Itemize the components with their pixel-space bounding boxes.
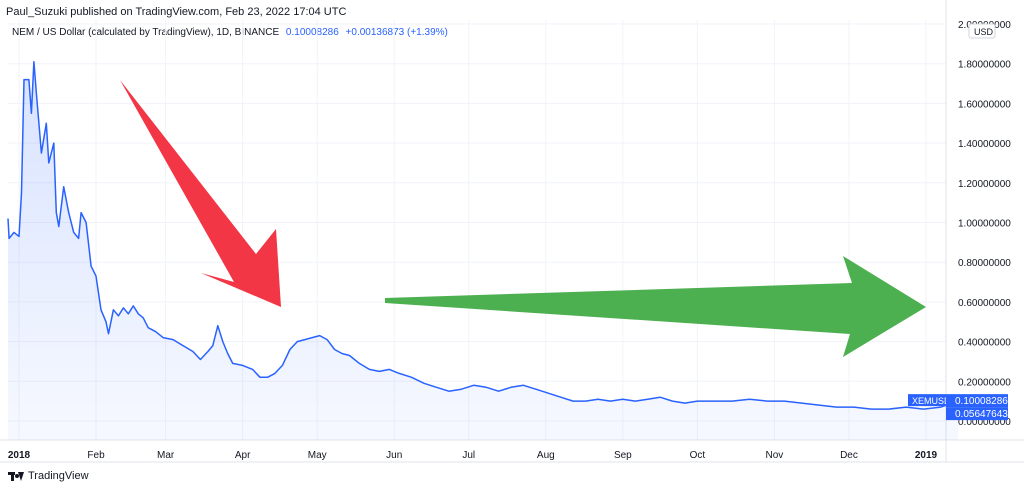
series-line bbox=[7, 60, 959, 410]
chart-legend: NEM / US Dollar (calculated by TradingVi… bbox=[12, 27, 448, 38]
price-axis: 2.000000001.800000001.600000001.40000000… bbox=[908, 20, 1011, 428]
y-tick-label: 0.00000000 bbox=[958, 417, 1011, 428]
currency-tag-box bbox=[968, 23, 996, 39]
publisher-line: Paul_Suzuki published on TradingView.com… bbox=[6, 6, 347, 18]
red-down-arrow bbox=[120, 80, 281, 307]
last-price-box bbox=[946, 394, 1008, 408]
y-tick-label: 1.60000000 bbox=[958, 99, 1011, 110]
x-tick-label: 2018 bbox=[8, 450, 31, 461]
y-tick-label: 0.20000000 bbox=[958, 377, 1011, 388]
y-tick-label: 0.40000000 bbox=[958, 338, 1011, 349]
green-right-arrow bbox=[385, 256, 926, 357]
time-axis: 2018 Feb Mar Apr May Jun Jul Aug Sep Oct Nov Dec 201… bbox=[8, 450, 938, 461]
x-tick-label: Nov bbox=[766, 450, 784, 461]
x-tick-label: Dec bbox=[840, 450, 858, 461]
x-tick-label: May bbox=[308, 450, 327, 461]
last-price-label: 0.10008286 bbox=[955, 396, 1008, 407]
second-price-box bbox=[946, 407, 1008, 421]
x-tick-label: Apr bbox=[235, 450, 251, 461]
y-tick-label: 0.60000000 bbox=[958, 298, 1011, 309]
y-tick-label: 0.80000000 bbox=[958, 258, 1011, 269]
y-tick-label: 1.20000000 bbox=[958, 179, 1011, 190]
y-tick-label: 1.40000000 bbox=[958, 139, 1011, 150]
second-price-label: 0.05647643 bbox=[955, 409, 1008, 420]
y-tick-label: 1.00000000 bbox=[958, 219, 1011, 230]
x-tick-label: Mar bbox=[157, 450, 175, 461]
y-tick-label: 1.80000000 bbox=[958, 60, 1011, 71]
x-tick-label: Aug bbox=[537, 450, 555, 461]
footer: TradingView bbox=[8, 470, 89, 482]
legend-change: +0.00136873 (+1.39%) bbox=[345, 27, 448, 38]
x-tick-label: Sep bbox=[614, 450, 632, 461]
series-area-fill bbox=[8, 61, 959, 440]
annotation-arrows bbox=[120, 80, 926, 357]
x-tick-label: 2019 bbox=[915, 450, 938, 461]
legend-title: NEM / US Dollar (calculated by TradingVi… bbox=[12, 27, 280, 38]
x-tick-label: Oct bbox=[690, 450, 706, 461]
x-tick-label: Feb bbox=[87, 450, 105, 461]
symbol-tag-box bbox=[908, 394, 946, 407]
x-tick-label: Jul bbox=[462, 450, 475, 461]
series-layer bbox=[7, 60, 959, 440]
currency-tag-label: USD bbox=[974, 27, 994, 37]
brand-name: TradingView bbox=[28, 470, 89, 482]
symbol-tag-label: XEMUSD bbox=[912, 396, 951, 406]
legend-value: 0.10008286 bbox=[285, 27, 339, 38]
tradingview-logo-icon bbox=[8, 471, 24, 481]
x-tick-label: Jun bbox=[386, 450, 402, 461]
